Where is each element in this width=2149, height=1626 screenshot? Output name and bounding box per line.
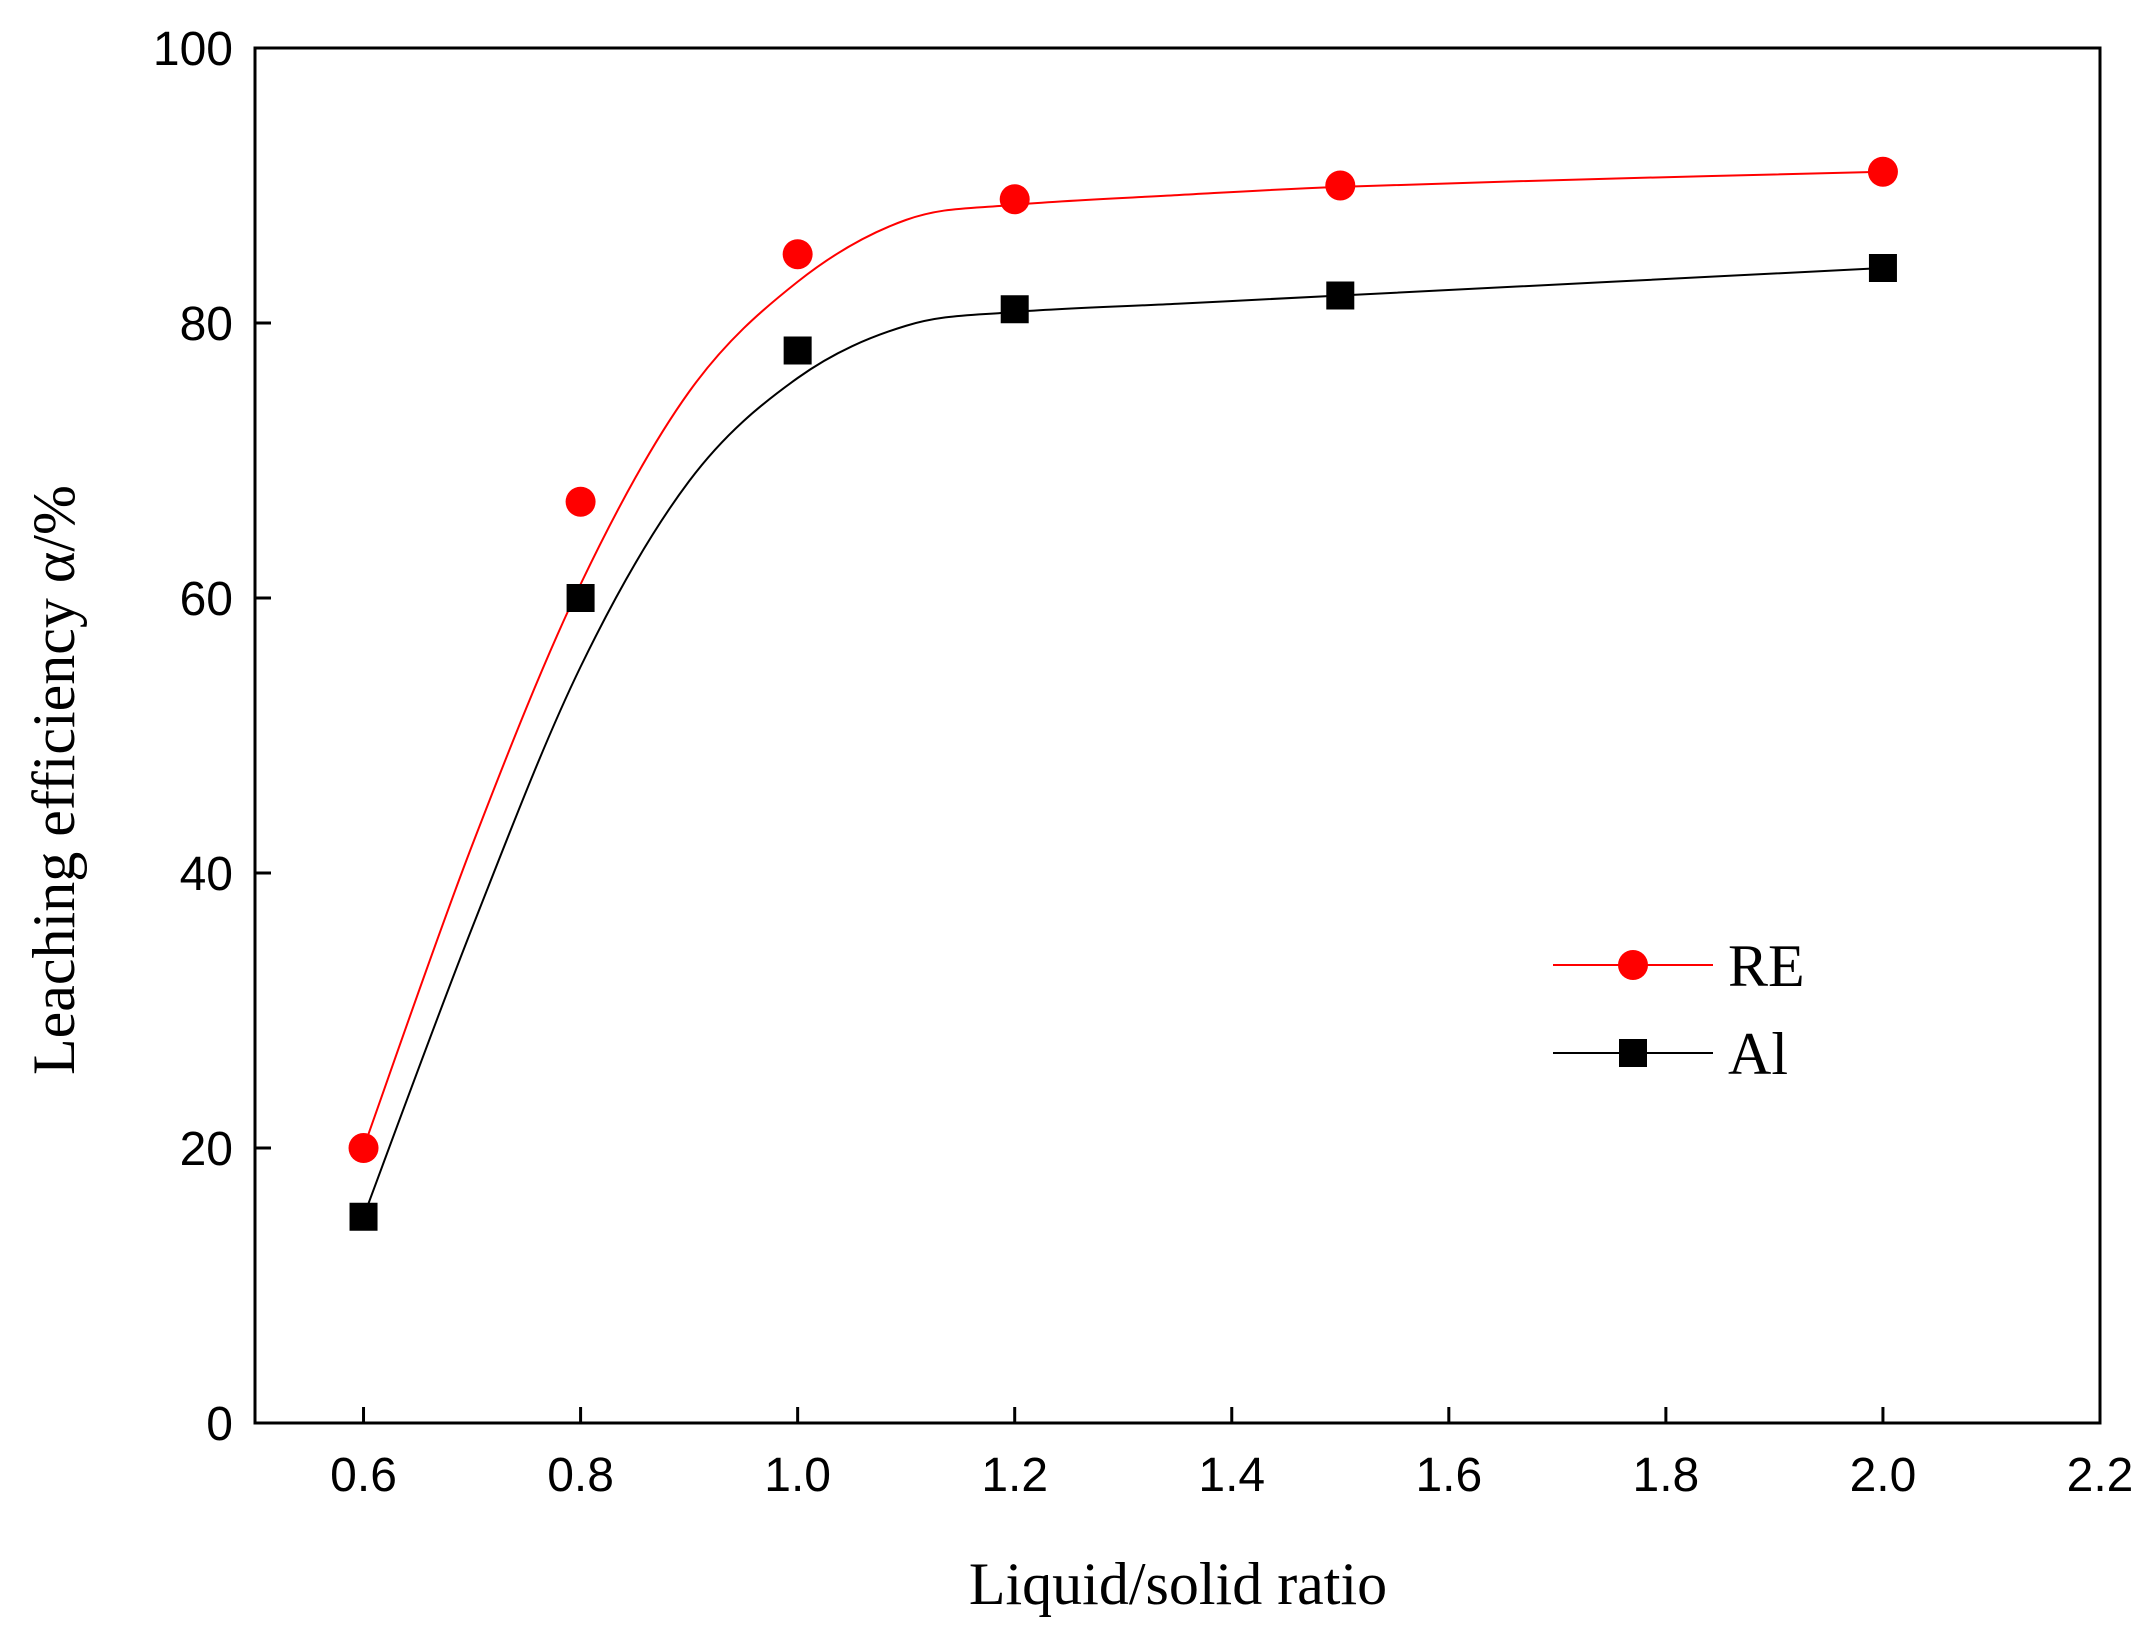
x-tick-label: 1.8: [1633, 1449, 1700, 1502]
x-tick-label: 1.4: [1198, 1449, 1265, 1502]
data-point-re: [348, 1133, 379, 1163]
fit-line-al: [362, 267, 1883, 1218]
x-tick-label: 0.8: [547, 1449, 614, 1502]
y-axis: 0 20 40 60 80 100: [153, 23, 271, 1451]
y-tick-label: 80: [180, 298, 233, 351]
data-point-re: [1867, 156, 1898, 187]
legend-item-al: Al: [1553, 1021, 1788, 1087]
x-tick-label: 2.2: [2067, 1449, 2134, 1502]
data-point-al: [1326, 281, 1355, 310]
y-tick-label: 20: [180, 1123, 233, 1176]
plot-frame: [253, 46, 2102, 1425]
legend-label-re: RE: [1728, 933, 1805, 999]
data-point-re: [782, 239, 813, 270]
x-tick-label: 1.2: [981, 1449, 1048, 1502]
fit-lines: [362, 170, 1883, 1218]
x-axis: 0.6 0.8 1.0 1.2 1.4 1.6 1.8 2.0 2.2: [330, 1407, 2133, 1502]
data-point-al: [349, 1202, 378, 1231]
data-point-al: [1000, 295, 1029, 324]
y-tick-label: 0: [206, 1398, 233, 1451]
legend: RE Al: [1553, 933, 1805, 1087]
data-point-re: [1325, 170, 1356, 201]
legend-label-al: Al: [1728, 1021, 1788, 1087]
data-point-al: [783, 336, 812, 365]
x-axis-title: Liquid/solid ratio: [969, 1551, 1387, 1617]
y-tick-label: 40: [180, 848, 233, 901]
data-point-al: [566, 584, 595, 612]
x-tick-label: 1.6: [1415, 1449, 1482, 1502]
legend-marker-al: [1619, 1039, 1647, 1067]
legend-marker-re: [1618, 950, 1648, 980]
y-tick-label: 60: [180, 573, 233, 626]
legend-item-re: RE: [1553, 933, 1805, 999]
x-tick-label: 1.0: [764, 1449, 831, 1502]
x-tick-label: 0.6: [330, 1449, 397, 1502]
data-point-al: [1868, 254, 1897, 282]
data-markers: [348, 156, 1898, 1231]
data-point-re: [999, 184, 1030, 215]
y-tick-label: 100: [153, 23, 233, 76]
y-axis-title: Leaching efficiency α/%: [21, 485, 87, 1075]
x-tick-label: 2.0: [1850, 1449, 1917, 1502]
fit-line-re: [362, 170, 1883, 1149]
data-point-re: [565, 486, 596, 517]
